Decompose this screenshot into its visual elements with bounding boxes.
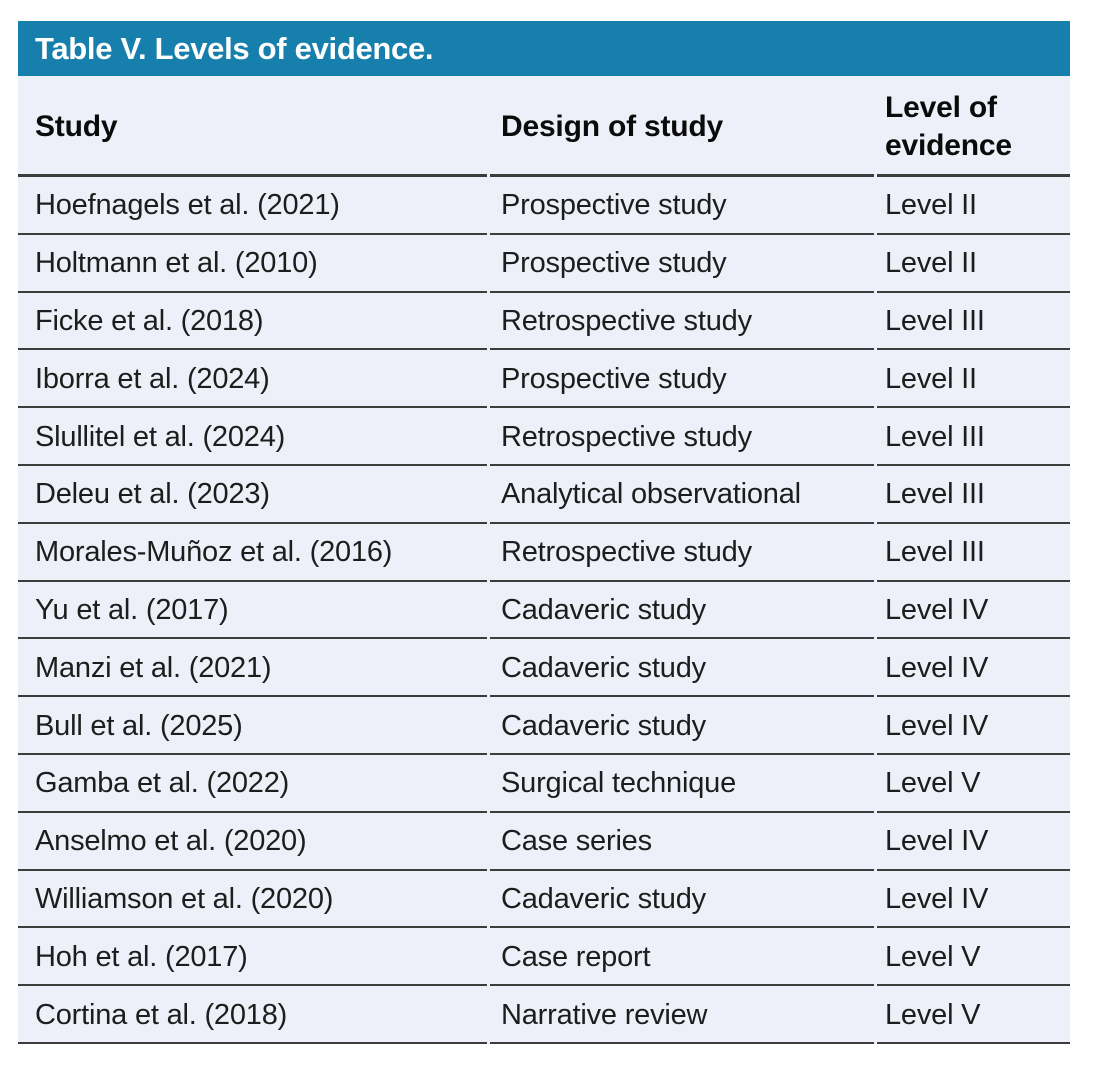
- level-cell: Level II: [877, 350, 1070, 408]
- study-cell: Ficke et al. (2018): [18, 293, 490, 351]
- study-cell: Cortina et al. (2018): [18, 986, 490, 1044]
- level-cell: Level III: [877, 524, 1070, 582]
- level-cell: Level III: [877, 293, 1070, 351]
- table-header: Study Design of study Level of evidence: [18, 76, 1070, 177]
- design-cell: Retrospective study: [490, 408, 877, 466]
- study-cell: Williamson et al. (2020): [18, 871, 490, 929]
- table-row: Gamba et al. (2022) Surgical technique Lev…: [18, 754, 1070, 813]
- study-cell: Manzi et al. (2021): [18, 639, 490, 697]
- column-header-level: Level of evidence: [877, 76, 1070, 177]
- level-cell: Level IV: [877, 639, 1070, 697]
- level-cell: Level IV: [877, 582, 1070, 640]
- table-row: Iborra et al. (2024) Prospective study Lev…: [18, 350, 1070, 409]
- level-cell: Level V: [877, 986, 1070, 1044]
- table-row: Manzi et al. (2021) Cadaveric study Level …: [18, 639, 1070, 698]
- levels-of-evidence-table: Table V. Levels of evidence. Study Desig…: [18, 21, 1070, 1044]
- table-row: Bull et al. (2025) Cadaveric study Level I…: [18, 697, 1070, 755]
- design-cell: Cadaveric study: [490, 871, 877, 929]
- study-cell: Deleu et al. (2023): [18, 466, 490, 524]
- table-row: Yu et al. (2017) Cadaveric study Level IV: [18, 581, 1070, 640]
- level-cell: Level V: [877, 928, 1070, 986]
- study-cell: Hoh et al. (2017): [18, 928, 490, 986]
- header-row: Study Design of study Level of evidence: [18, 76, 1070, 177]
- design-cell: Retrospective study: [490, 524, 877, 582]
- design-cell: Prospective study: [490, 177, 877, 235]
- study-cell: Slullitel et al. (2024): [18, 408, 490, 466]
- study-cell: Anselmo et al. (2020): [18, 813, 490, 871]
- study-cell: Bull et al. (2025): [18, 697, 490, 755]
- level-cell: Level II: [877, 235, 1070, 293]
- table-row: Hoh et al. (2017) Case report Level V: [18, 928, 1070, 987]
- study-cell: Iborra et al. (2024): [18, 350, 490, 408]
- column-header-study: Study: [18, 76, 490, 177]
- level-cell: Level III: [877, 466, 1070, 524]
- column-header-design: Design of study: [490, 76, 877, 177]
- design-cell: Cadaveric study: [490, 697, 877, 755]
- level-cell: Level V: [877, 755, 1070, 813]
- design-cell: Cadaveric study: [490, 639, 877, 697]
- study-cell: Hoefnagels et al. (2021): [18, 177, 490, 235]
- design-cell: Retrospective study: [490, 293, 877, 351]
- table-row: Williamson et al. (2020) Cadaveric study L…: [18, 870, 1070, 929]
- design-cell: Case series: [490, 813, 877, 871]
- level-cell: Level IV: [877, 697, 1070, 755]
- table-row: Anselmo et al. (2020) Case series Level IV: [18, 812, 1070, 871]
- study-cell: Gamba et al. (2022): [18, 755, 490, 813]
- level-cell: Level IV: [877, 813, 1070, 871]
- evidence-table: Study Design of study Level of evidence …: [18, 76, 1070, 1044]
- table-row: Holtmann et al. (2010) Prospective study L…: [18, 234, 1070, 293]
- design-cell: Prospective study: [490, 350, 877, 408]
- table-row: Slullitel et al. (2024) Retrospective stu…: [18, 408, 1070, 466]
- table-title-bar: Table V. Levels of evidence.: [18, 21, 1070, 76]
- design-cell: Case report: [490, 928, 877, 986]
- study-cell: Holtmann et al. (2010): [18, 235, 490, 293]
- table-body: Hoefnagels et al. (2021) Prospective stud…: [18, 177, 1070, 1044]
- design-cell: Analytical observational: [490, 466, 877, 524]
- table-row: Deleu et al. (2023) Analytical observatio…: [18, 465, 1070, 524]
- level-cell: Level III: [877, 408, 1070, 466]
- design-cell: Surgical technique: [490, 755, 877, 813]
- study-cell: Yu et al. (2017): [18, 582, 490, 640]
- level-cell: Level II: [877, 177, 1070, 235]
- table-row: Morales-Muñoz et al. (2016) Retrospective…: [18, 523, 1070, 582]
- table-row: Ficke et al. (2018) Retrospective study Le…: [18, 292, 1070, 351]
- design-cell: Narrative review: [490, 986, 877, 1044]
- table-title: Table V. Levels of evidence.: [35, 30, 434, 66]
- table-row: Hoefnagels et al. (2021) Prospective stud…: [18, 177, 1070, 235]
- design-cell: Cadaveric study: [490, 582, 877, 640]
- level-cell: Level IV: [877, 871, 1070, 929]
- design-cell: Prospective study: [490, 235, 877, 293]
- table-row: Cortina et al. (2018) Narrative review Lev…: [18, 986, 1070, 1044]
- study-cell: Morales-Muñoz et al. (2016): [18, 524, 490, 582]
